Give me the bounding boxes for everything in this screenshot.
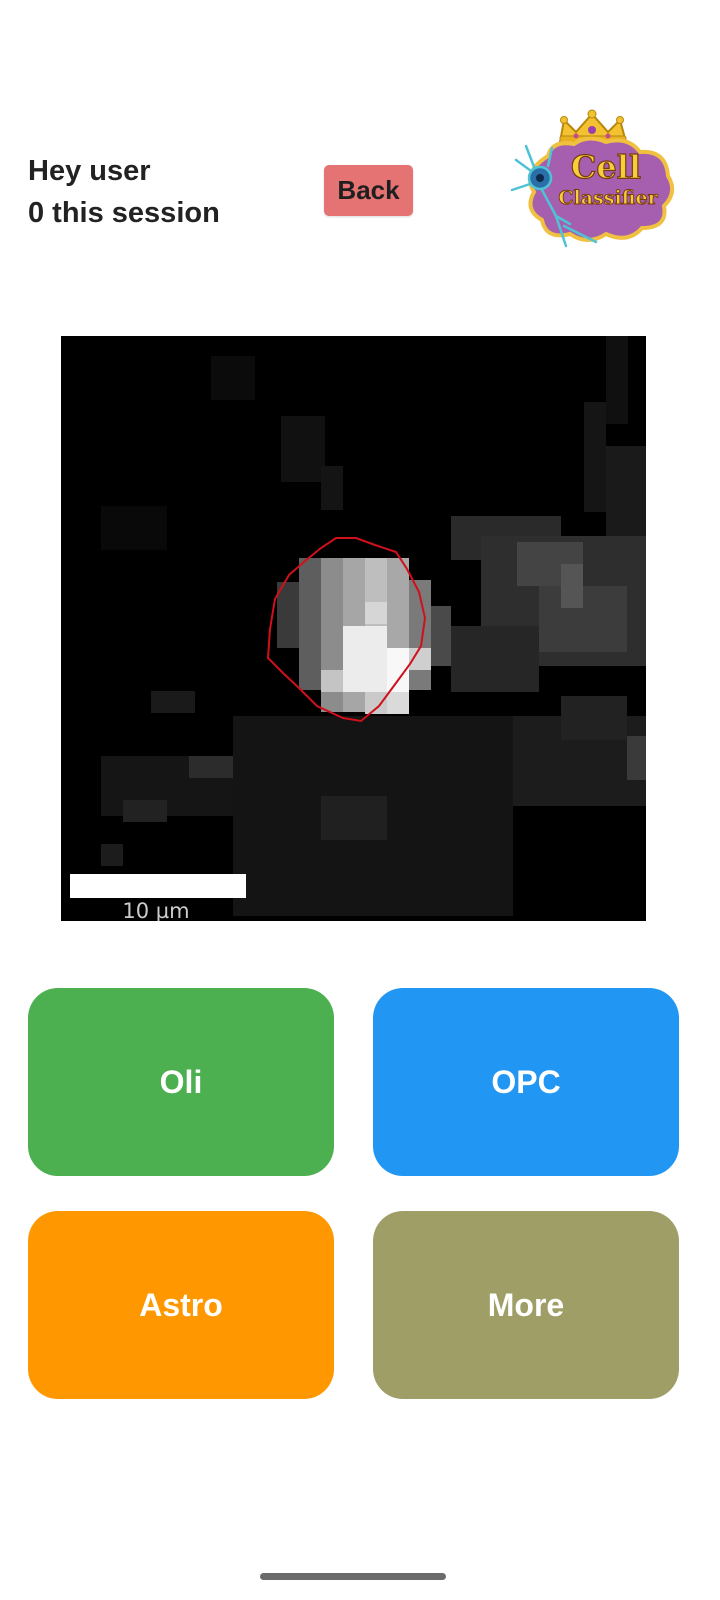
greeting: Hey user 0 this session [28, 150, 220, 234]
session-count: 0 this session [28, 197, 220, 229]
scale-bar [70, 874, 246, 898]
greeting-text: Hey user [28, 155, 151, 187]
more-button[interactable]: More [373, 1211, 679, 1399]
opc-button[interactable]: OPC [373, 988, 679, 1176]
logo-line1: Cell [571, 148, 641, 186]
oli-button[interactable]: Oli [28, 988, 334, 1176]
home-indicator[interactable] [260, 1573, 446, 1580]
neuron-icon [510, 144, 598, 248]
cell-pixels [101, 336, 646, 916]
cell-outline [266, 537, 427, 723]
app-logo: Cell Classifier [508, 106, 680, 254]
cell-image: 10 µm [61, 336, 646, 921]
scale-bar-label: 10 µm [122, 899, 189, 921]
astro-button[interactable]: Astro [28, 1211, 334, 1399]
back-button[interactable]: Back [324, 165, 413, 216]
logo-line2: Classifier [558, 187, 658, 209]
